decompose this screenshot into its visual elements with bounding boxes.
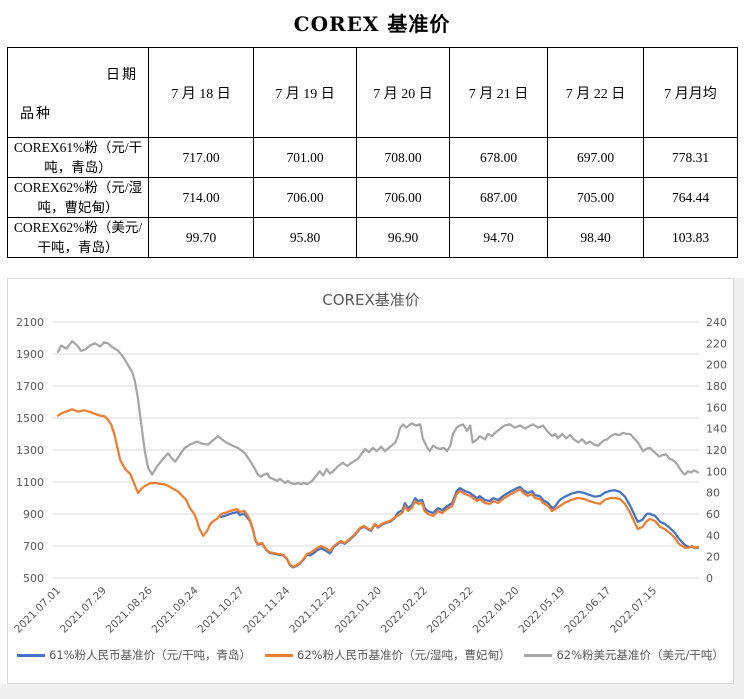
right-axis-tick: 60 (706, 508, 720, 521)
right-axis-tick: 140 (706, 423, 727, 436)
x-axis-label: 2021.11.24 (241, 584, 292, 635)
column-header-jul22: 7 月 22 日 (547, 47, 644, 138)
left-axis-tick: 500 (23, 572, 44, 585)
table-header-row: 日期 品种 7 月 18 日 7 月 19 日 7 月 20 日 7 月 21 … (7, 47, 738, 138)
x-axis-label: 2022.06.17 (562, 585, 613, 636)
right-axis-tick: 240 (706, 316, 727, 329)
legend-label: 61%粉人民币基准价（元/干吨，青岛） (49, 648, 252, 662)
cell-value: 98.40 (547, 217, 644, 259)
left-axis-tick: 1100 (16, 476, 44, 489)
cell-value: 96.90 (356, 217, 450, 259)
right-axis-tick: 100 (706, 465, 727, 478)
table-row: COREX61%粉（元/干吨，青岛） 717.00 701.00 708.00 … (7, 136, 738, 179)
left-axis-tick: 900 (23, 508, 44, 521)
cell-value: 701.00 (253, 136, 357, 179)
left-axis-tick: 1900 (16, 348, 44, 361)
corner-label-variety: 品种 (20, 107, 52, 122)
legend-label: 62%粉人民币基准价（元/湿吨，曹妃甸） (297, 648, 511, 662)
column-header-jul20: 7 月 20 日 (356, 47, 450, 138)
x-axis-label: 2021.07.29 (58, 585, 109, 636)
column-header-jul21: 7 月 21 日 (449, 47, 548, 138)
chart-title: COREX基准价 (322, 291, 419, 309)
right-axis-tick: 120 (706, 444, 727, 457)
cell-value: 778.31 (643, 136, 738, 179)
x-axis-label: 2021.09.24 (150, 584, 201, 635)
right-axis-tick: 160 (706, 401, 727, 414)
cell-value: 103.83 (643, 217, 738, 259)
cell-value: 687.00 (449, 177, 548, 219)
page-background-strip (734, 278, 744, 684)
x-axis-label: 2022.07.15 (608, 585, 659, 636)
x-axis-label: 2021.10.27 (196, 585, 247, 636)
cell-value: 706.00 (253, 177, 357, 219)
column-header-monthly-avg: 7 月月均 (643, 47, 738, 138)
series-line-62pct-usd (56, 340, 700, 486)
chart-legend: 61%粉人民币基准价（元/干吨，青岛） 62%粉人民币基准价（元/湿吨，曹妃甸）… (8, 647, 733, 663)
cell-value: 697.00 (547, 136, 644, 179)
table-row: COREX62%粉（美元/干吨，青岛） 99.70 95.80 96.90 94… (7, 217, 738, 259)
right-axis-tick: 200 (706, 359, 727, 372)
right-axis-tick: 0 (706, 572, 713, 585)
right-axis-tick: 20 (706, 551, 720, 564)
legend-label: 62%粉美元基准价（美元/干吨） (556, 648, 724, 662)
row-label-corex61-rmb: COREX61%粉（元/干吨，青岛） (7, 136, 149, 179)
x-axis-label: 2022.01.20 (333, 585, 384, 636)
right-axis-tick: 180 (706, 380, 727, 393)
cell-value: 95.80 (253, 217, 357, 259)
chart-panel: 500 700 900 1100 1300 1500 1700 1900 2100 0 20 40 60… (7, 278, 734, 684)
cell-value: 706.00 (356, 177, 450, 219)
x-axis-label: 2022.03.22 (425, 585, 476, 636)
page-background-strip (0, 684, 744, 699)
x-axis-label: 2022.02.22 (379, 585, 430, 636)
column-header-jul18: 7 月 18 日 (148, 47, 254, 138)
row-label-corex62-rmb: COREX62%粉（元/湿吨，曹妃甸） (7, 177, 149, 219)
table-row: COREX62%粉（元/湿吨，曹妃甸） 714.00 706.00 706.00… (7, 177, 738, 219)
series-line-61pct-rmb (220, 485, 700, 569)
x-axis-label: 2021.12.22 (287, 585, 338, 636)
legend-item-61pct-rmb: 61%粉人民币基准价（元/干吨，青岛） (17, 647, 251, 663)
line-chart: 500 700 900 1100 1300 1500 1700 1900 2100 0 20 40 60… (12, 291, 727, 636)
left-axis-tick: 700 (23, 540, 44, 553)
legend-item-62pct-rmb: 62%粉人民币基准价（元/湿吨，曹妃甸） (265, 647, 510, 663)
cell-value: 94.70 (449, 217, 548, 259)
left-axis-tick: 2100 (16, 316, 44, 329)
cell-value: 764.44 (643, 177, 738, 219)
x-axis-label: 2021.08.26 (104, 584, 155, 635)
cell-value: 99.70 (148, 217, 254, 259)
right-axis-tick: 220 (706, 337, 727, 350)
column-header-jul19: 7 月 19 日 (253, 47, 357, 138)
cell-value: 678.00 (449, 136, 548, 179)
legend-item-62pct-usd: 62%粉美元基准价（美元/干吨） (524, 647, 724, 663)
series-line-62pct-rmb (56, 408, 700, 568)
cell-value: 705.00 (547, 177, 644, 219)
legend-line-swatch-blue (17, 653, 46, 657)
row-label-corex62-usd: COREX62%粉（美元/干吨，青岛） (7, 217, 149, 259)
left-axis-tick: 1700 (16, 380, 44, 393)
cell-value: 717.00 (148, 136, 254, 179)
legend-line-swatch-orange (265, 653, 294, 657)
x-axis-label: 2022.05.19 (516, 585, 567, 636)
right-axis-tick: 40 (706, 529, 720, 542)
right-axis-tick: 80 (706, 487, 720, 500)
page-title: COREX 基准价 (293, 12, 451, 36)
legend-line-swatch-gray (524, 653, 553, 657)
price-table: 日期 品种 7 月 18 日 7 月 19 日 7 月 20 日 7 月 21 … (7, 47, 738, 259)
cell-value: 708.00 (356, 136, 450, 179)
x-axis-label: 2021.07.01 (12, 585, 63, 636)
left-axis-tick: 1300 (16, 444, 44, 457)
table-corner-cell: 日期 品种 (7, 47, 149, 138)
cell-value: 714.00 (148, 177, 254, 219)
corner-label-date: 日期 (106, 68, 138, 83)
left-axis-tick: 1500 (16, 412, 44, 425)
x-axis-label: 2022.04.20 (471, 585, 522, 636)
